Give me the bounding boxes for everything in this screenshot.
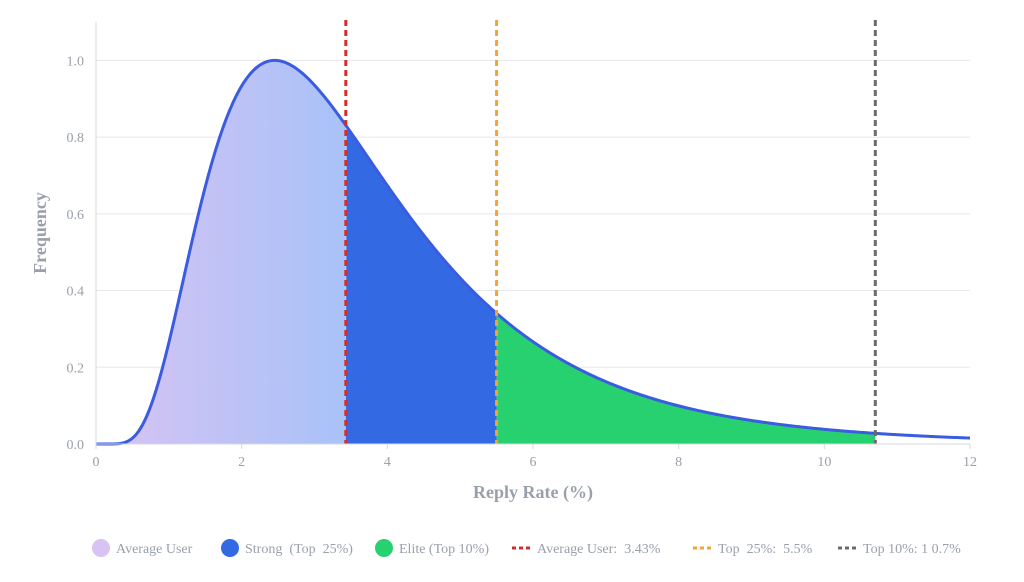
legend-swatch xyxy=(92,539,110,557)
legend-item: Strong (Top 25%) xyxy=(221,539,353,557)
legend-label: Top 10%: 1 0.7% xyxy=(863,542,961,557)
region-elite xyxy=(496,313,876,444)
x-axis-title: Reply Rate (%) xyxy=(473,482,593,503)
x-tick-label: 2 xyxy=(238,455,245,470)
y-tick-label: 0.4 xyxy=(67,285,85,300)
reference-lines xyxy=(344,20,877,444)
legend: Average User Strong (Top 25%) Elite (Top 1… xyxy=(92,539,961,557)
x-tick-label: 12 xyxy=(963,455,977,470)
x-tick-label: 6 xyxy=(530,455,537,470)
legend-swatch xyxy=(375,539,393,557)
x-tick-label: 10 xyxy=(817,455,831,470)
region-strong xyxy=(345,126,497,444)
legend-label: Average User xyxy=(116,542,193,557)
legend-label: Top 25%: 5.5% xyxy=(718,542,813,557)
legend-item: Average User: 3.43% xyxy=(512,542,661,557)
legend-label: Average User: 3.43% xyxy=(537,542,661,557)
x-tick-label: 4 xyxy=(384,455,391,470)
x-tick-label: 8 xyxy=(675,455,682,470)
axes: 0 2 4 6 8 10 12 0.0 0.2 0.4 0.6 0.8 1.0 xyxy=(67,22,977,470)
y-axis-title: Frequency xyxy=(30,192,50,274)
region-average-user xyxy=(96,60,346,444)
legend-item: Top 10%: 1 0.7% xyxy=(838,542,961,557)
legend-label: Strong (Top 25%) xyxy=(245,542,353,557)
y-tick-label: 1.0 xyxy=(67,54,85,69)
legend-item: Average User xyxy=(92,539,193,557)
legend-swatch xyxy=(221,539,239,557)
curve-layer xyxy=(96,58,971,446)
distribution-curve xyxy=(96,58,971,446)
y-tick-label: 0.0 xyxy=(67,438,85,453)
x-tick-label: 0 xyxy=(93,455,100,470)
legend-label: Elite (Top 10%) xyxy=(399,542,489,557)
legend-item: Elite (Top 10%) xyxy=(375,539,489,557)
y-tick-label: 0.2 xyxy=(67,361,85,376)
y-tick-label: 0.6 xyxy=(67,208,85,223)
y-tick-label: 0.8 xyxy=(67,131,85,146)
legend-item: Top 25%: 5.5% xyxy=(693,542,813,557)
fill-layer xyxy=(96,60,876,444)
